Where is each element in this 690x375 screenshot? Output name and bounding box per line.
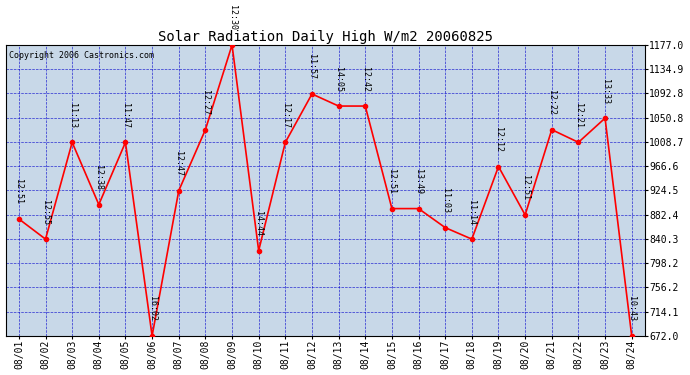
Text: 11:57: 11:57 [308,54,317,80]
Text: 12:22: 12:22 [547,90,556,115]
Text: 12:51: 12:51 [14,179,23,204]
Text: Copyright 2006 Castronics.com: Copyright 2006 Castronics.com [9,51,154,60]
Text: 11:13: 11:13 [68,103,77,128]
Text: 10:43: 10:43 [627,296,636,321]
Text: 12:21: 12:21 [574,103,583,128]
Text: 12:47: 12:47 [175,151,184,176]
Text: 11:47: 11:47 [121,103,130,128]
Title: Solar Radiation Daily High W/m2 20060825: Solar Radiation Daily High W/m2 20060825 [158,30,493,44]
Text: 12:55: 12:55 [41,200,50,225]
Text: 12:51: 12:51 [521,176,530,200]
Text: 12:38: 12:38 [95,165,103,190]
Text: 16:02: 16:02 [148,296,157,321]
Text: 11:14: 11:14 [467,200,476,225]
Text: 12:51: 12:51 [387,169,396,194]
Text: 14:05: 14:05 [334,66,343,92]
Text: 13:33: 13:33 [600,79,609,104]
Text: 12:27: 12:27 [201,90,210,115]
Text: 11:03: 11:03 [441,188,450,213]
Text: 12:30: 12:30 [228,6,237,30]
Text: 12:42: 12:42 [361,66,370,92]
Text: 14:44: 14:44 [254,211,263,236]
Text: 13:49: 13:49 [414,169,423,194]
Text: 12:12: 12:12 [494,127,503,152]
Text: 12:17: 12:17 [281,103,290,128]
